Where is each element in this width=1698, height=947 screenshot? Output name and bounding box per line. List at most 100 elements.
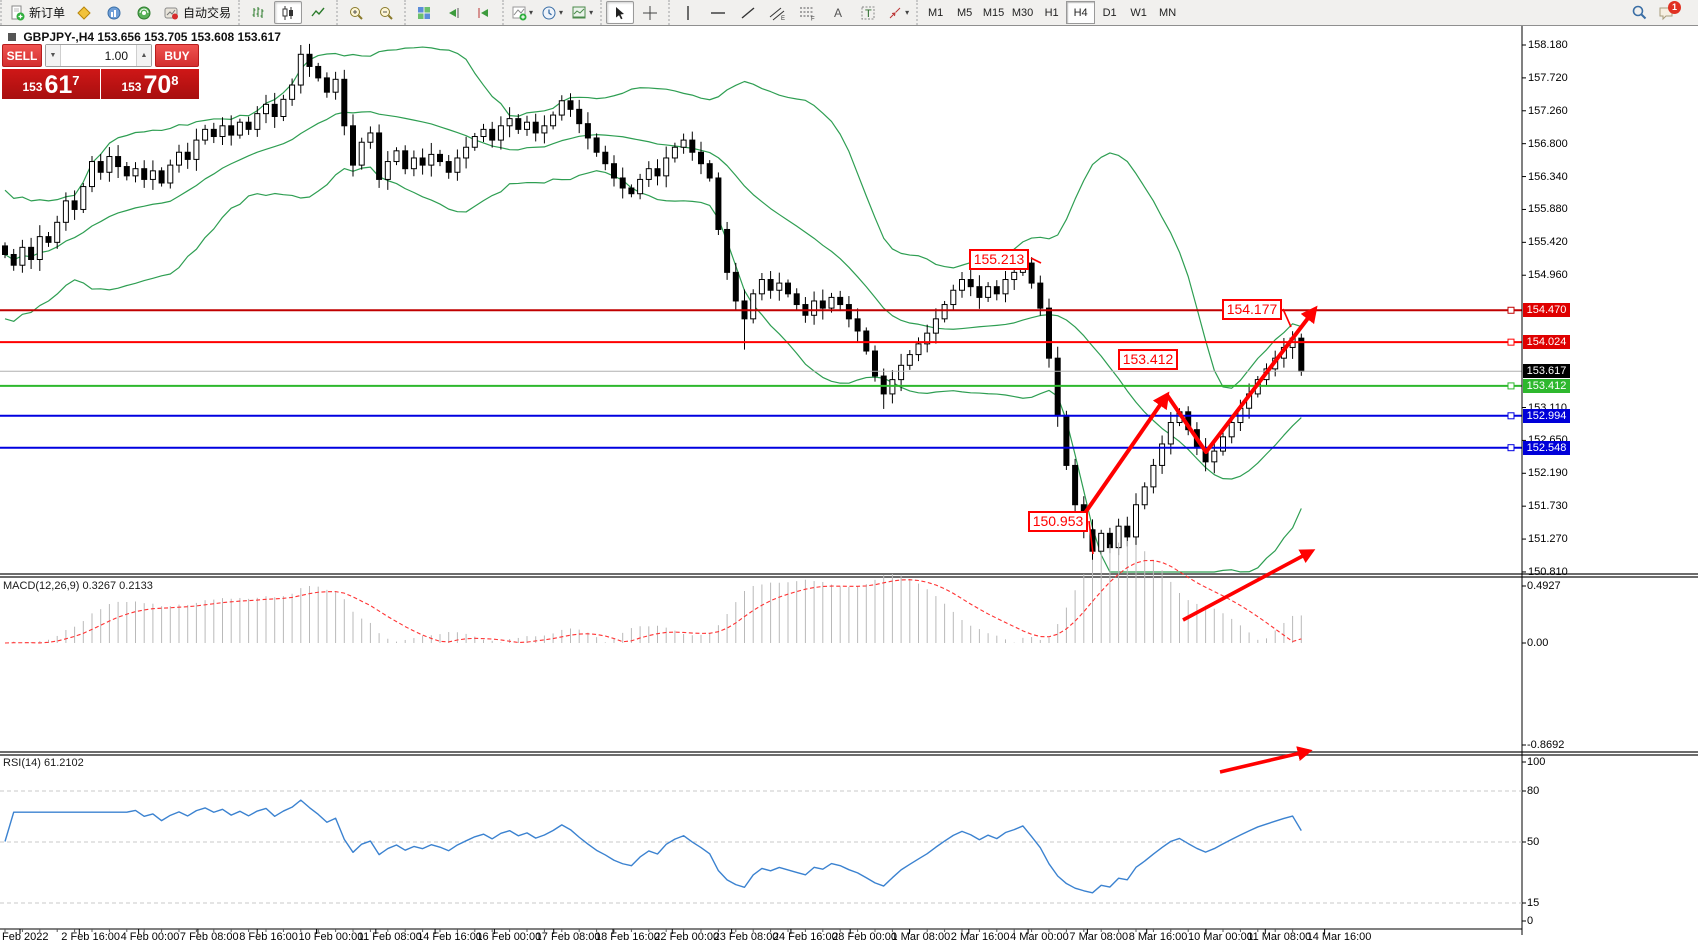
tile-windows-button[interactable] (410, 1, 438, 24)
cursor-button[interactable] (606, 1, 635, 24)
time-axis-label: 10 Mar 00:00 (1188, 931, 1253, 943)
rsi-axis-value: 100 (1527, 756, 1546, 768)
price-tick: 158.180 (1528, 39, 1568, 51)
macd-axis-value: 0.4927 (1527, 580, 1561, 592)
buy-button[interactable]: BUY (155, 44, 199, 67)
profiles-button[interactable] (70, 1, 98, 24)
macd-axis-value: 0.00 (1527, 637, 1549, 649)
indicators-button[interactable]: ▾ (508, 1, 536, 24)
time-axis-label: 2 Feb 16:00 (61, 931, 121, 943)
periods-caret-icon: ▾ (559, 8, 564, 17)
cursor-arrow-icon (616, 6, 625, 19)
price-tag-label: 154.024 (1523, 335, 1570, 350)
new-order-button[interactable]: 新订单 (6, 1, 68, 24)
timeframe-H4[interactable]: H4 (1066, 1, 1096, 24)
time-axis-label: 11 Feb 08:00 (357, 931, 422, 943)
bar-chart-icon (252, 6, 264, 18)
toolbar-right: 1 (1624, 1, 1698, 24)
time-axis-label: 24 Feb 16:00 (772, 931, 838, 943)
text-label-icon: T (861, 6, 875, 20)
text-label-button[interactable]: T (854, 1, 882, 24)
chart-area: GBPJPY-,H4 153.656 153.705 153.608 153.6… (0, 26, 1698, 947)
vertical-line-button[interactable] (674, 1, 702, 24)
price-tick: 154.960 (1528, 269, 1568, 282)
price-tag-label: 153.617 (1523, 364, 1570, 379)
zoom-in-button[interactable] (342, 1, 370, 24)
rsi-axis-value: 15 (1527, 897, 1540, 909)
arrows-tool-button[interactable]: ▾ (884, 1, 912, 24)
time-axis-label: Feb 2022 (2, 931, 49, 943)
buy-price[interactable]: 153 70 8 (101, 69, 199, 99)
svg-text:E: E (781, 16, 785, 21)
macd-label: MACD(12,26,9) 0.3267 0.2133 (3, 580, 153, 592)
price-tag-label: 154.470 (1523, 303, 1570, 318)
cursor-group (600, 0, 668, 25)
buy-price-big: 70 (143, 71, 172, 99)
autotrading-label: 自动交易 (183, 6, 232, 20)
crosshair-button[interactable] (636, 1, 664, 24)
fibonacci-button[interactable]: F (794, 1, 822, 24)
timeframe-MN[interactable]: MN (1159, 6, 1177, 19)
symbol-ohlc: 153.656 153.705 153.608 153.617 (97, 30, 281, 44)
autotrading-button[interactable]: 自动交易 (160, 1, 234, 24)
timeframe-M15[interactable]: M15 (982, 6, 1005, 19)
timeframe-D1[interactable]: D1 (1102, 6, 1117, 19)
volume-stepper[interactable]: ▼ 1.00 ▲ (45, 44, 152, 67)
time-axis-label: 7 Feb 08:00 (179, 931, 239, 943)
time-axis-label: 28 Feb 00:00 (832, 931, 898, 943)
volume-decrease-icon[interactable]: ▼ (46, 45, 61, 66)
rsi-axis-value: 50 (1527, 836, 1540, 848)
timeframe-M30[interactable]: M30 (1011, 6, 1034, 19)
price-tag-label: 152.548 (1523, 440, 1570, 455)
tile-windows-icon (418, 6, 431, 19)
bar-chart-button[interactable] (244, 1, 272, 24)
zoom-out-button[interactable] (372, 1, 400, 24)
timeframe-M5[interactable]: M5 (956, 6, 973, 19)
trendline-button[interactable] (734, 1, 762, 24)
chart-shift-button[interactable] (470, 1, 498, 24)
price-tick: 155.420 (1528, 236, 1568, 249)
timeframe-W1[interactable]: W1 (1130, 6, 1147, 19)
search-button[interactable] (1625, 1, 1653, 24)
insert-group: ▾ ▾ ▾ (502, 0, 600, 25)
price-tick: 157.260 (1528, 104, 1568, 117)
crosshair-icon (643, 5, 658, 20)
periods-clock-icon (542, 6, 556, 19)
auto-scroll-button[interactable] (440, 1, 468, 24)
time-axis-label: 8 Feb 16:00 (239, 931, 298, 943)
new-order-icon (11, 5, 25, 20)
zoom-out-icon (380, 6, 393, 20)
time-axis-label: 7 Mar 08:00 (1069, 931, 1129, 943)
svg-text:F: F (811, 16, 815, 21)
templates-button[interactable]: ▾ (568, 1, 596, 24)
time-axis-label: 18 Feb 16:00 (595, 931, 660, 943)
price-tag-label: 153.412 (1523, 378, 1570, 393)
price-tick: 152.190 (1528, 467, 1568, 480)
periods-button[interactable]: ▾ (538, 1, 566, 24)
candlestick-chart-icon (282, 5, 294, 20)
arrows-tool-icon (889, 7, 901, 18)
line-chart-button[interactable] (304, 1, 332, 24)
price-tick: 151.270 (1528, 533, 1568, 546)
sell-price[interactable]: 153 61 7 (2, 69, 101, 99)
timeframe-M1[interactable]: M1 (927, 6, 944, 19)
channel-button[interactable]: E (764, 1, 792, 24)
horizontal-line-icon (711, 11, 726, 14)
symbol-chart-icon (8, 33, 16, 41)
time-axis-label: 1 Mar 08:00 (891, 931, 951, 943)
sell-price-sup: 7 (72, 73, 80, 88)
chart-shift-icon (478, 7, 489, 18)
market-watch-button[interactable] (100, 1, 128, 24)
chart-canvas[interactable] (0, 26, 1698, 947)
signals-button[interactable] (130, 1, 158, 24)
horizontal-line-button[interactable] (704, 1, 732, 24)
timeframe-H1[interactable]: H1 (1044, 6, 1059, 19)
candlestick-chart-button[interactable] (274, 1, 303, 24)
sell-button[interactable]: SELL (2, 44, 42, 67)
text-button[interactable]: A (824, 1, 852, 24)
volume-value[interactable]: 1.00 (104, 48, 128, 63)
volume-increase-icon[interactable]: ▲ (136, 45, 151, 66)
buy-price-small: 153 (121, 80, 142, 94)
notifications-button[interactable]: 1 (1655, 1, 1691, 24)
search-icon (1632, 5, 1646, 20)
